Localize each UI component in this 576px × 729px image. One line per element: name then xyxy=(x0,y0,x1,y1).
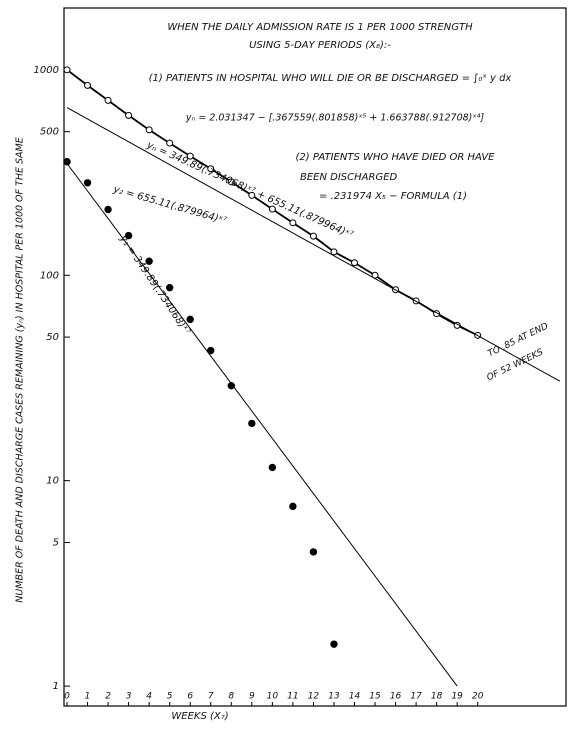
y-tick-label: 100 xyxy=(40,270,59,281)
series-line xyxy=(66,107,561,382)
data-point xyxy=(63,66,71,74)
data-point xyxy=(330,248,338,256)
x-tick-label: 6 xyxy=(187,692,193,702)
data-point xyxy=(330,640,338,648)
data-point xyxy=(207,165,215,173)
annotation: BEEN DISCHARGED xyxy=(300,172,398,183)
x-tick-label: 7 xyxy=(208,692,214,702)
series-line xyxy=(66,163,458,687)
y-tick-label: 5 xyxy=(53,538,59,549)
annotation: yₙ = 2.031347 − [.367559(.801858)ˣ⁵ + 1.… xyxy=(185,113,485,124)
y-tick-label: 10 xyxy=(46,476,59,487)
plot-frame xyxy=(63,7,567,707)
annotation: = .231974 X₅ − FORMULA (1) xyxy=(319,191,467,202)
data-point xyxy=(248,419,256,428)
y-tick-label: 500 xyxy=(40,127,59,138)
data-point xyxy=(84,81,92,89)
data-point xyxy=(166,139,174,147)
x-tick-label: 12 xyxy=(308,692,320,702)
annotation: y₂ = 655.11(.879964)ˣ⁷ xyxy=(111,184,228,227)
x-tick-label: 16 xyxy=(390,692,402,702)
x-tick-label: 18 xyxy=(431,692,443,702)
chart-title: WHEN THE DAILY ADMISSION RATE IS 1 PER 1… xyxy=(167,22,473,33)
chart-subtitle: USING 5-DAY PERIODS (X₈):- xyxy=(249,40,391,51)
data-point xyxy=(125,111,133,119)
data-point xyxy=(248,191,256,199)
data-point xyxy=(227,381,235,390)
x-axis-label: WEEKS (X₇) xyxy=(171,711,228,722)
x-tick-label: 5 xyxy=(167,692,173,702)
data-point xyxy=(104,96,112,104)
annotation: y₁ = 349.89(.734068)ˣ⁷ xyxy=(117,233,192,337)
data-point xyxy=(104,205,112,214)
x-tick-label: 8 xyxy=(228,692,234,702)
data-point xyxy=(145,126,153,134)
x-tick-label: 17 xyxy=(410,692,422,702)
data-point xyxy=(289,219,297,227)
data-point xyxy=(145,257,153,265)
x-tick-label: 2 xyxy=(105,692,111,702)
data-point xyxy=(186,315,194,324)
data-point xyxy=(83,179,92,187)
x-tick-label: 3 xyxy=(126,692,132,702)
y-tick-label: 1000 xyxy=(34,65,59,76)
data-point xyxy=(186,152,194,160)
data-point xyxy=(350,259,358,267)
data-point xyxy=(268,463,277,472)
y-axis-label: NUMBER OF DEATH AND DISCHARGE CASES REMA… xyxy=(15,137,26,602)
y-tick-label: 50 xyxy=(46,332,59,343)
data-point xyxy=(268,205,276,213)
data-point xyxy=(309,548,318,556)
data-point xyxy=(309,232,317,240)
data-point xyxy=(207,346,215,355)
x-tick-label: 14 xyxy=(349,692,361,702)
x-tick-label: 11 xyxy=(287,692,298,702)
data-point xyxy=(227,178,235,186)
annotation: (1) PATIENTS IN HOSPITAL WHO WILL DIE OR… xyxy=(149,73,512,84)
data-point xyxy=(165,283,174,292)
x-tick-label: 4 xyxy=(146,692,152,702)
data-point xyxy=(124,231,133,240)
x-tick-label: 1 xyxy=(85,692,91,702)
y-tick-label: 1 xyxy=(53,681,59,692)
annotation: (2) PATIENTS WHO HAVE DIED OR HAVE xyxy=(295,152,495,163)
data-point xyxy=(63,158,71,166)
data-point xyxy=(289,502,297,511)
x-tick-label: 19 xyxy=(451,692,463,702)
x-tick-label: 10 xyxy=(267,692,279,702)
x-tick-label: 20 xyxy=(472,692,484,702)
x-tick-label: 9 xyxy=(249,692,255,702)
x-tick-label: 0 xyxy=(64,692,70,702)
x-tick-label: 15 xyxy=(369,692,381,702)
x-tick-label: 13 xyxy=(328,692,340,702)
